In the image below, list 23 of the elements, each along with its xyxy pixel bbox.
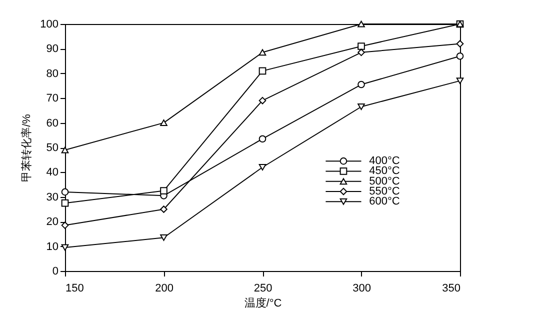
x-axis-title: 温度/°C [244,296,282,310]
legend-label: 500°C [369,175,400,188]
legend-label: 450°C [369,165,400,178]
x-tick-label: 300 [352,282,371,294]
y-tick-label: 70 [46,92,58,105]
y-tick-label: 20 [46,216,58,228]
y-tick-label: 100 [40,18,58,30]
y-tick-label: 0 [52,266,58,278]
x-tick-label: 200 [155,282,174,294]
y-tick-label: 10 [46,240,58,253]
y-tick-label: 90 [46,43,58,56]
y-tick-label: 80 [46,68,58,80]
y-tick-label: 40 [46,166,58,179]
legend-label: 600°C [369,196,400,208]
x-tick-label: 350 [442,282,460,294]
y-tick-label: 30 [46,191,58,204]
legend-label: 550°C [369,185,400,198]
y-axis-title: 甲苯转化率/% [20,114,34,182]
x-tick-label: 150 [66,282,84,294]
y-tick-label: 60 [46,117,58,130]
legend-label: 400°C [369,155,400,168]
x-tick-label: 250 [254,282,272,294]
y-tick-label: 50 [46,142,58,154]
